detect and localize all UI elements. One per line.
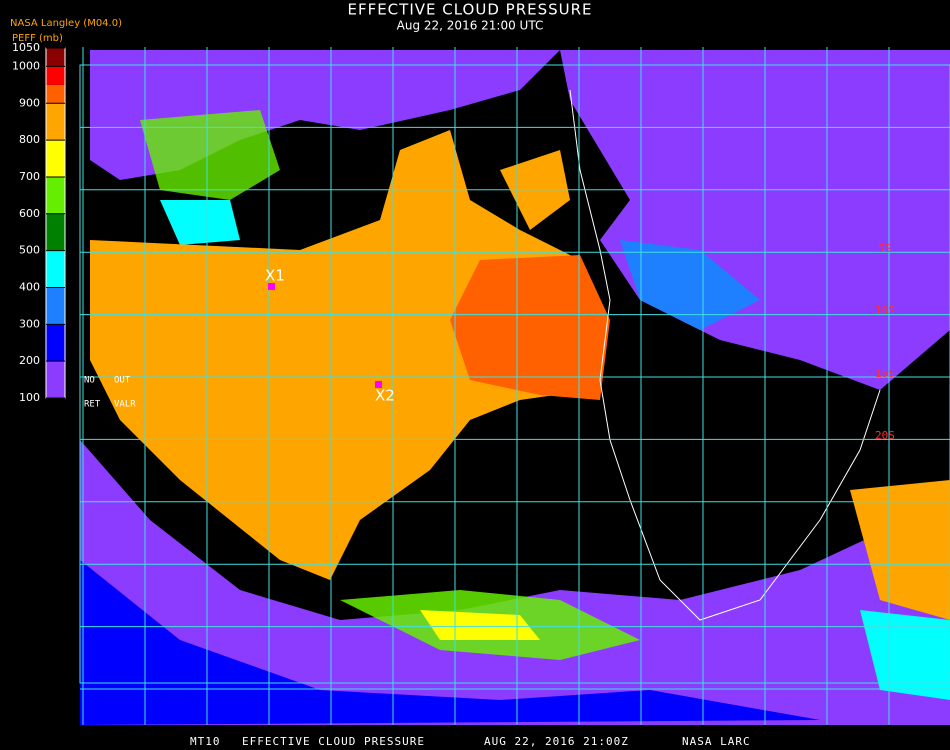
colorbar-tick-label: 900 bbox=[19, 96, 40, 109]
colorbar-segment bbox=[46, 140, 65, 177]
colorbar-segment bbox=[46, 213, 65, 251]
lat-label: 10S bbox=[875, 304, 895, 317]
colorbar-label: PEFF (mb) bbox=[12, 33, 63, 44]
cloud-area bbox=[90, 130, 600, 580]
colorbar: 100 200 300 400 500 600 700 800 900 1000 1050 bbox=[12, 41, 66, 404]
colorbar-tick-label: 300 bbox=[19, 317, 40, 330]
colorbar-segment bbox=[46, 176, 65, 214]
colorbar-note: OUT bbox=[114, 376, 131, 386]
footer-product: MT10 bbox=[190, 735, 221, 748]
colorbar-segment bbox=[46, 361, 65, 398]
colorbar-tick-label: 200 bbox=[19, 354, 40, 367]
colorbar-tick-label: 500 bbox=[19, 244, 40, 257]
subtitle: Aug 22, 2016 21:00 UTC bbox=[397, 19, 544, 33]
footer-time: AUG 22, 2016 21:00Z bbox=[484, 735, 629, 748]
colorbar-segment bbox=[46, 250, 65, 288]
marker-label: X2 bbox=[375, 387, 395, 405]
map-frame bbox=[79, 64, 950, 684]
colorbar-note: NO bbox=[84, 376, 95, 386]
footer-source: NASA LARC bbox=[682, 735, 751, 748]
colorbar-segment bbox=[46, 103, 65, 141]
cloud-area bbox=[450, 255, 610, 400]
colorbar-tick-label: 600 bbox=[19, 207, 40, 220]
cloud-area bbox=[860, 610, 950, 700]
colorbar-segment bbox=[46, 66, 65, 85]
cloud-area bbox=[140, 110, 280, 200]
cloud-map bbox=[80, 47, 950, 725]
colorbar-note: VALR bbox=[114, 400, 136, 410]
title: EFFECTIVE CLOUD PRESSURE bbox=[347, 1, 592, 19]
colorbar-tick-label: 100 bbox=[19, 391, 40, 404]
colorbar-segment bbox=[46, 84, 65, 104]
colorbar-tick-label: 400 bbox=[19, 280, 40, 293]
colorbar-segment bbox=[46, 324, 65, 362]
cloud-area bbox=[850, 480, 950, 620]
cloud-area bbox=[80, 440, 950, 725]
cloud-area bbox=[80, 560, 820, 725]
colorbar-tick-label: 1000 bbox=[12, 59, 40, 72]
grid bbox=[79, 47, 950, 725]
marker-point bbox=[268, 283, 275, 290]
colorbar-note: RET bbox=[84, 400, 101, 410]
colorbar-tick-label: 800 bbox=[19, 133, 40, 146]
colorbar-tick-label: 1050 bbox=[12, 41, 40, 54]
lat-label: 20S bbox=[875, 429, 895, 442]
marker-point bbox=[375, 381, 382, 388]
cloud-area bbox=[160, 200, 240, 245]
colorbar-segment bbox=[46, 287, 65, 325]
cloud-area bbox=[620, 240, 760, 330]
colorbar-tick-label: 700 bbox=[19, 170, 40, 183]
coastline bbox=[569, 89, 881, 621]
marker-label: X1 bbox=[265, 267, 285, 285]
source: NASA Langley (M04.0) bbox=[10, 18, 122, 29]
lat-label: 5S bbox=[878, 242, 891, 255]
cloud-area bbox=[420, 610, 540, 640]
lat-label: 15S bbox=[875, 367, 895, 380]
colorbar-segment bbox=[46, 48, 65, 67]
footer-title: EFFECTIVE CLOUD PRESSURE bbox=[242, 735, 425, 748]
